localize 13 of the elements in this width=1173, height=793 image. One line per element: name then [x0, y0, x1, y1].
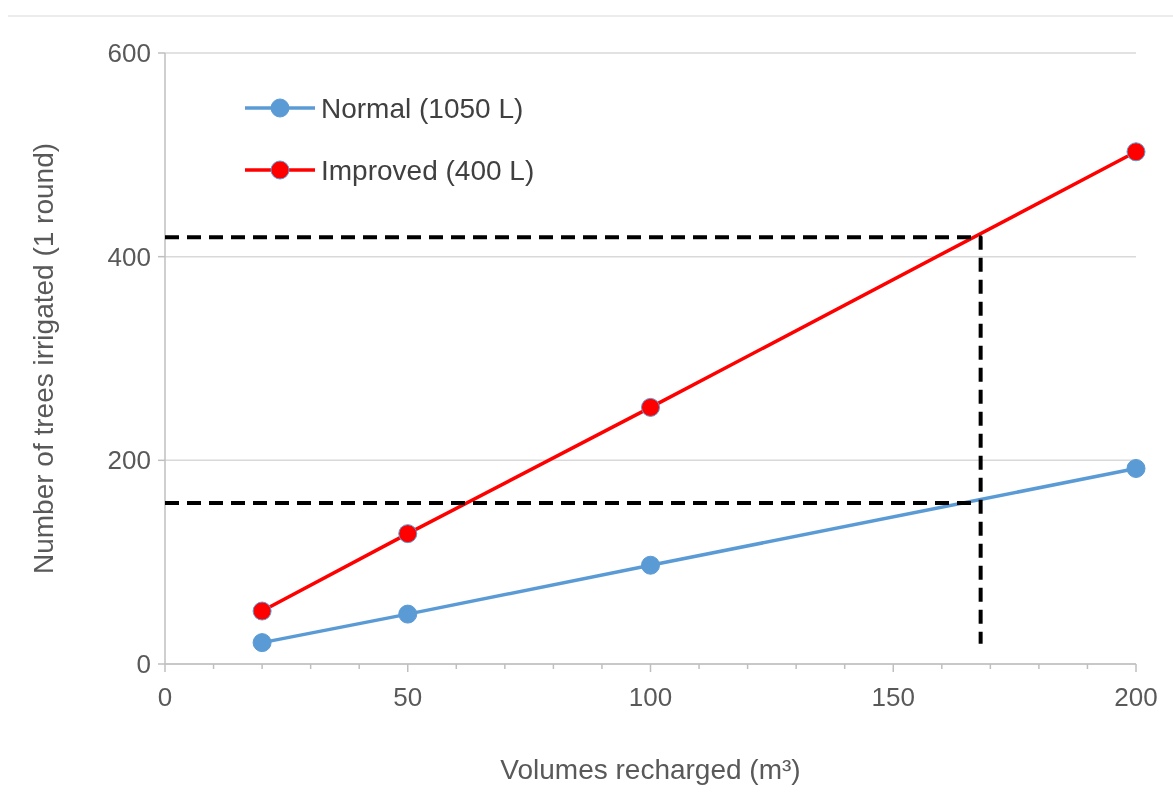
- x-tick-label: 100: [628, 682, 673, 712]
- y-tick-label: 200: [107, 445, 151, 476]
- x-tick-label: 150: [871, 682, 915, 712]
- x-axis-title: Volumes recharged (m³): [500, 754, 801, 785]
- y-tick-label: 400: [107, 241, 151, 272]
- x-tick-label: 200: [1114, 682, 1158, 712]
- y-axis-title: Number of trees irrigated (1 round): [28, 142, 59, 575]
- y-tick-label: 600: [107, 38, 151, 69]
- legend-label: Improved (400 L): [321, 154, 535, 186]
- y-tick-label: 0: [136, 649, 151, 680]
- x-tick-label: 50: [393, 682, 423, 712]
- legend-label: Normal (1050 L): [321, 92, 524, 124]
- x-tick-label: 0: [157, 682, 173, 712]
